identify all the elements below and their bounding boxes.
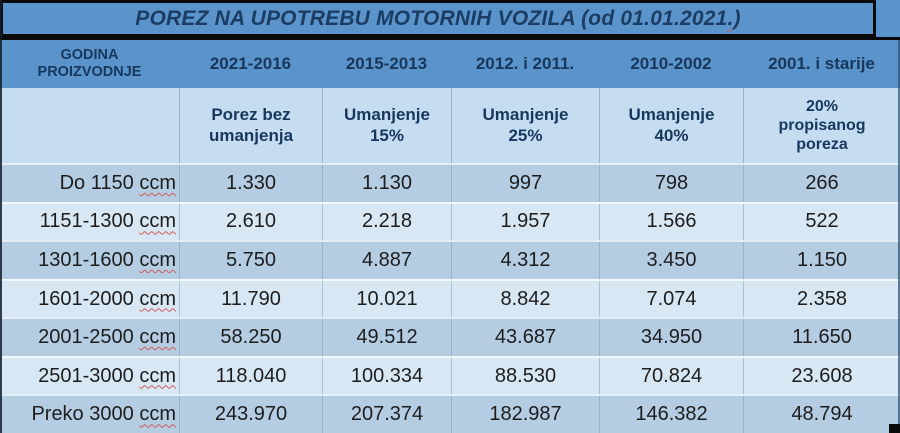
- tax-value-cell: 522: [743, 203, 900, 241]
- page-title: POREZ NA UPOTREBU MOTORNIH VOZILA (od 01…: [135, 7, 741, 31]
- tax-value-cell: 146.382: [599, 396, 743, 433]
- tax-value-cell: 1.957: [451, 203, 599, 241]
- reduction-header-row: Porez bez umanjenja Umanjenje 15% Umanje…: [0, 88, 900, 163]
- ccm-unit-label: ccm: [139, 287, 176, 310]
- tax-value-cell: 8.842: [451, 280, 599, 318]
- title-box: POREZ NA UPOTREBU MOTORNIH VOZILA (od 01…: [0, 0, 876, 37]
- ccm-unit-label: ccm: [139, 171, 176, 194]
- tax-value-cell: 2.610: [179, 203, 322, 241]
- column-header-2015-2013: 2015-2013: [345, 53, 428, 73]
- tax-value-cell: 11.650: [743, 319, 900, 356]
- tax-value-cell: 1.330: [179, 165, 322, 202]
- tax-value-cell: 1.130: [322, 165, 451, 202]
- subheader-umanjenje-40: Umanjenje 40%: [599, 88, 743, 163]
- ccm-unit-label: ccm: [139, 403, 176, 426]
- row-label: 1151-1300 ccm: [0, 204, 179, 241]
- tax-value-cell: 58.250: [179, 319, 322, 356]
- ccm-unit-label: ccm: [139, 326, 176, 349]
- table-row-do-1150: Do 1150 ccm 1.330 1.130 997 798 266: [0, 163, 900, 202]
- engine-range-label: 1151-1300: [39, 210, 134, 233]
- tax-value-cell: 4.312: [451, 242, 599, 279]
- title-bar: POREZ NA UPOTREBU MOTORNIH VOZILA (od 01…: [0, 0, 900, 40]
- row-label: 2501-3000 ccm: [0, 358, 179, 395]
- row-label: 1601-2000 ccm: [0, 281, 179, 318]
- tax-value-cell: 1.566: [599, 203, 743, 241]
- table-row-2001-2500: 2001-2500 ccm 58.250 49.512 43.687 34.950…: [0, 317, 900, 356]
- year-header-row: GODINA PROIZVODNJE 2021-2016 2015-2013 2…: [0, 40, 900, 88]
- tax-value-cell: 88.530: [451, 357, 599, 395]
- engine-range-label: 1301-1600: [38, 248, 134, 271]
- engine-range-label: 2501-3000: [38, 364, 134, 387]
- table-right-border: [898, 40, 900, 433]
- tax-value-cell: 5.750: [179, 242, 322, 279]
- tax-value-cell: 207.374: [322, 396, 451, 433]
- column-header-godina-proizvodnje: GODINA PROIZVODNJE: [37, 47, 142, 80]
- corner-mark: [889, 424, 900, 433]
- tax-value-cell: 243.970: [179, 396, 322, 433]
- engine-range-label: Preko 3000: [31, 403, 134, 426]
- tax-value-cell: 4.887: [322, 242, 451, 279]
- tax-value-cell: 48.794: [743, 396, 900, 433]
- subheader-20-propisanog: 20% propisanog poreza: [743, 88, 900, 163]
- table-row-2501-3000: 2501-3000 ccm 118.040 100.334 88.530 70.8…: [0, 355, 900, 395]
- tax-value-cell: 11.790: [179, 280, 322, 318]
- row-label: 2001-2500 ccm: [0, 319, 179, 356]
- tax-value-cell: 182.987: [451, 396, 599, 433]
- tax-value-cell: 997: [451, 165, 599, 202]
- tax-value-cell: 23.608: [743, 357, 900, 395]
- table-body: Do 1150 ccm 1.330 1.130 997 798 266 1151-…: [0, 163, 900, 433]
- tax-value-cell: 70.824: [599, 357, 743, 395]
- tax-value-cell: 2.358: [743, 280, 900, 318]
- engine-range-label: 2001-2500: [38, 326, 134, 349]
- ccm-unit-label: ccm: [139, 248, 176, 271]
- engine-range-label: Do 1150: [59, 171, 134, 194]
- tax-value-cell: 34.950: [599, 319, 743, 356]
- row-label: Do 1150 ccm: [0, 165, 179, 202]
- title-prefix: POREZ NA UPOTREBU MOTORNIH VOZILA (od 01…: [135, 6, 728, 30]
- column-header-2001-starije: 2001. i starije: [768, 53, 875, 73]
- table-row-preko-3000: Preko 3000 ccm 243.970 207.374 182.987 14…: [0, 394, 900, 433]
- tax-value-cell: 798: [599, 165, 743, 202]
- tax-value-cell: 2.218: [322, 203, 451, 241]
- subheader-umanjenje-15: Umanjenje 15%: [322, 88, 451, 163]
- tax-value-cell: 49.512: [322, 319, 451, 356]
- tax-value-cell: 7.074: [599, 280, 743, 318]
- table-row-1151-1300: 1151-1300 ccm 2.610 2.218 1.957 1.566 522: [0, 201, 900, 241]
- engine-range-label: 1601-2000: [38, 287, 134, 310]
- row-label: 1301-1600 ccm: [0, 242, 179, 279]
- subheader-porez-bez-umanjenja: Porez bez umanjenja: [179, 88, 322, 163]
- table-left-border: [0, 0, 2, 433]
- subheader-umanjenje-25: Umanjenje 25%: [451, 88, 599, 163]
- column-header-2021-2016: 2021-2016: [209, 53, 292, 73]
- title-squiggle-dot: .: [727, 6, 734, 30]
- tax-value-cell: 100.334: [322, 357, 451, 395]
- table-row-1301-1600: 1301-1600 ccm 5.750 4.887 4.312 3.450 1.1…: [0, 240, 900, 279]
- tax-value-cell: 118.040: [179, 357, 322, 395]
- ccm-unit-label: ccm: [139, 364, 176, 387]
- tax-value-cell: 1.150: [743, 242, 900, 279]
- subheader-empty: [0, 88, 179, 163]
- tax-value-cell: 3.450: [599, 242, 743, 279]
- tax-value-cell: 10.021: [322, 280, 451, 318]
- column-header-2012-2011: 2012. i 2011.: [475, 53, 575, 73]
- table-row-1601-2000: 1601-2000 ccm 11.790 10.021 8.842 7.074 2…: [0, 278, 900, 318]
- column-header-2010-2002: 2010-2002: [630, 53, 712, 73]
- title-suffix: ): [733, 6, 741, 30]
- tax-value-cell: 266: [743, 165, 900, 202]
- row-label: Preko 3000 ccm: [0, 396, 179, 433]
- tax-value-cell: 43.687: [451, 319, 599, 356]
- ccm-unit-label: ccm: [139, 210, 176, 233]
